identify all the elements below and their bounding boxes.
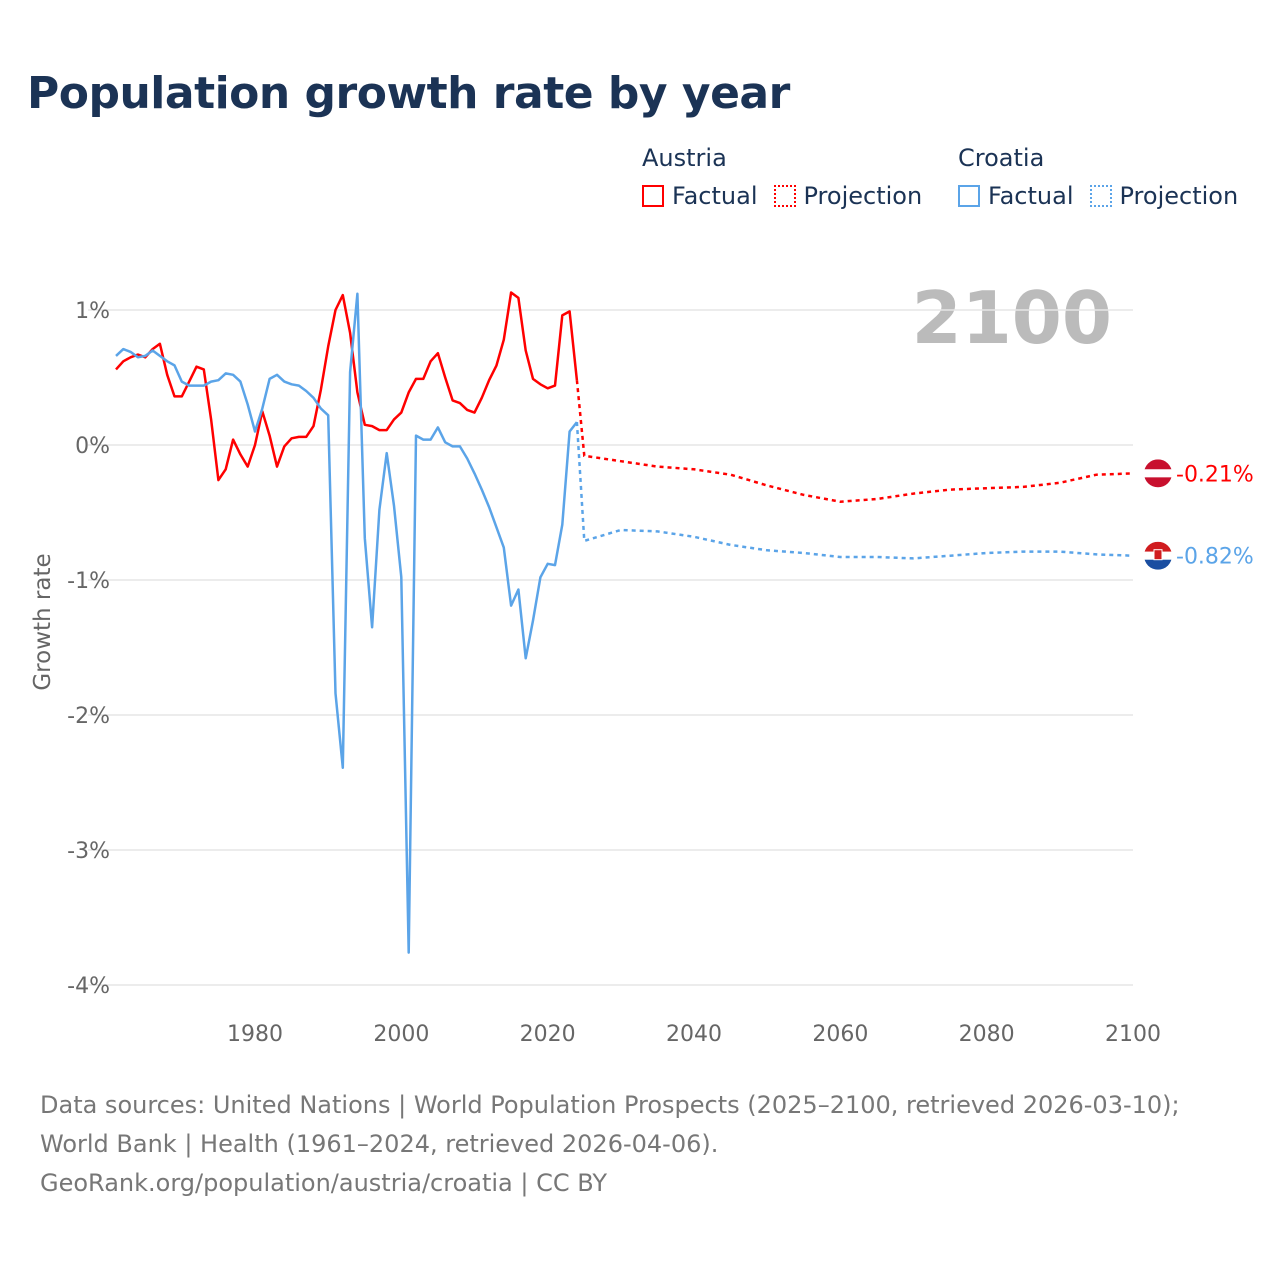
croatia-end-label: -0.82%: [1176, 545, 1254, 570]
croatia-flag-icon: [1144, 541, 1172, 570]
x-tick-label: 1980: [227, 1022, 283, 1047]
flag-stripe: [1144, 559, 1172, 570]
y-tick-label: 0%: [75, 434, 110, 459]
x-tick-label: 2100: [1105, 1022, 1161, 1047]
x-tick-label: 2060: [812, 1022, 868, 1047]
flag-stripes: [1144, 459, 1172, 488]
chart-title: Population growth rate by year: [27, 68, 790, 119]
legend-label: Projection: [1119, 182, 1239, 210]
footer: Data sources: United Nations | World Pop…: [40, 1086, 1240, 1203]
legend-croatia-projection[interactable]: Projection: [1089, 182, 1239, 210]
x-tick-label: 2040: [666, 1022, 722, 1047]
x-tick-label: 2080: [959, 1022, 1015, 1047]
legend-austria: Austria Factual Projection: [642, 144, 938, 210]
y-axis-label: Growth rate: [30, 553, 56, 690]
legend-austria-factual[interactable]: Factual: [642, 182, 758, 210]
flag-stripes: [1144, 541, 1172, 570]
flag-shield: [1153, 549, 1163, 561]
flag-stripe: [1144, 477, 1172, 488]
y-tick-label: 1%: [75, 299, 110, 324]
austria-flag-icon: [1144, 459, 1172, 488]
data-sources: Data sources: United Nations | World Pop…: [40, 1091, 1180, 1158]
y-tick-label: -1%: [67, 569, 110, 594]
flag-stripe: [1144, 469, 1172, 478]
year-display: 2100: [912, 276, 1112, 360]
legend-croatia: Croatia Factual Projection: [958, 144, 1254, 210]
austria-end-label: -0.21%: [1176, 462, 1254, 487]
flag-stripe: [1144, 541, 1172, 552]
legend-label: Factual: [672, 182, 758, 210]
legend-country-label: Austria: [642, 144, 727, 172]
y-tick-label: -3%: [67, 839, 110, 864]
legend-swatch-dotted: [773, 185, 796, 207]
legend-swatch-solid: [958, 185, 980, 207]
legend-croatia-factual[interactable]: Factual: [958, 182, 1074, 210]
austria-projection-line: [575, 380, 1134, 503]
y-tick-label: -2%: [67, 704, 110, 729]
x-tick-label: 2000: [373, 1022, 429, 1047]
legend-swatch-solid: [642, 185, 664, 207]
y-tick-label: -4%: [67, 974, 110, 999]
croatia-projection-line: [575, 422, 1134, 560]
legend-label: Projection: [803, 182, 923, 210]
croatia-factual-line: [115, 292, 578, 954]
legend-country-label: Croatia: [958, 144, 1045, 172]
line-chart: 2100 Growth rate 1% 0% -1% -2% -3% -4% 1980 200…: [30, 276, 1254, 1047]
legend-swatch-dotted: [1089, 185, 1112, 207]
legend-austria-projection[interactable]: Projection: [773, 182, 923, 210]
austria-factual-line: [115, 291, 579, 482]
x-tick-label: 2020: [520, 1022, 576, 1047]
credit-link[interactable]: GeoRank.org/population/austria/croatia |…: [40, 1169, 608, 1197]
legend-label: Factual: [988, 182, 1074, 210]
flag-stripe: [1144, 459, 1172, 470]
